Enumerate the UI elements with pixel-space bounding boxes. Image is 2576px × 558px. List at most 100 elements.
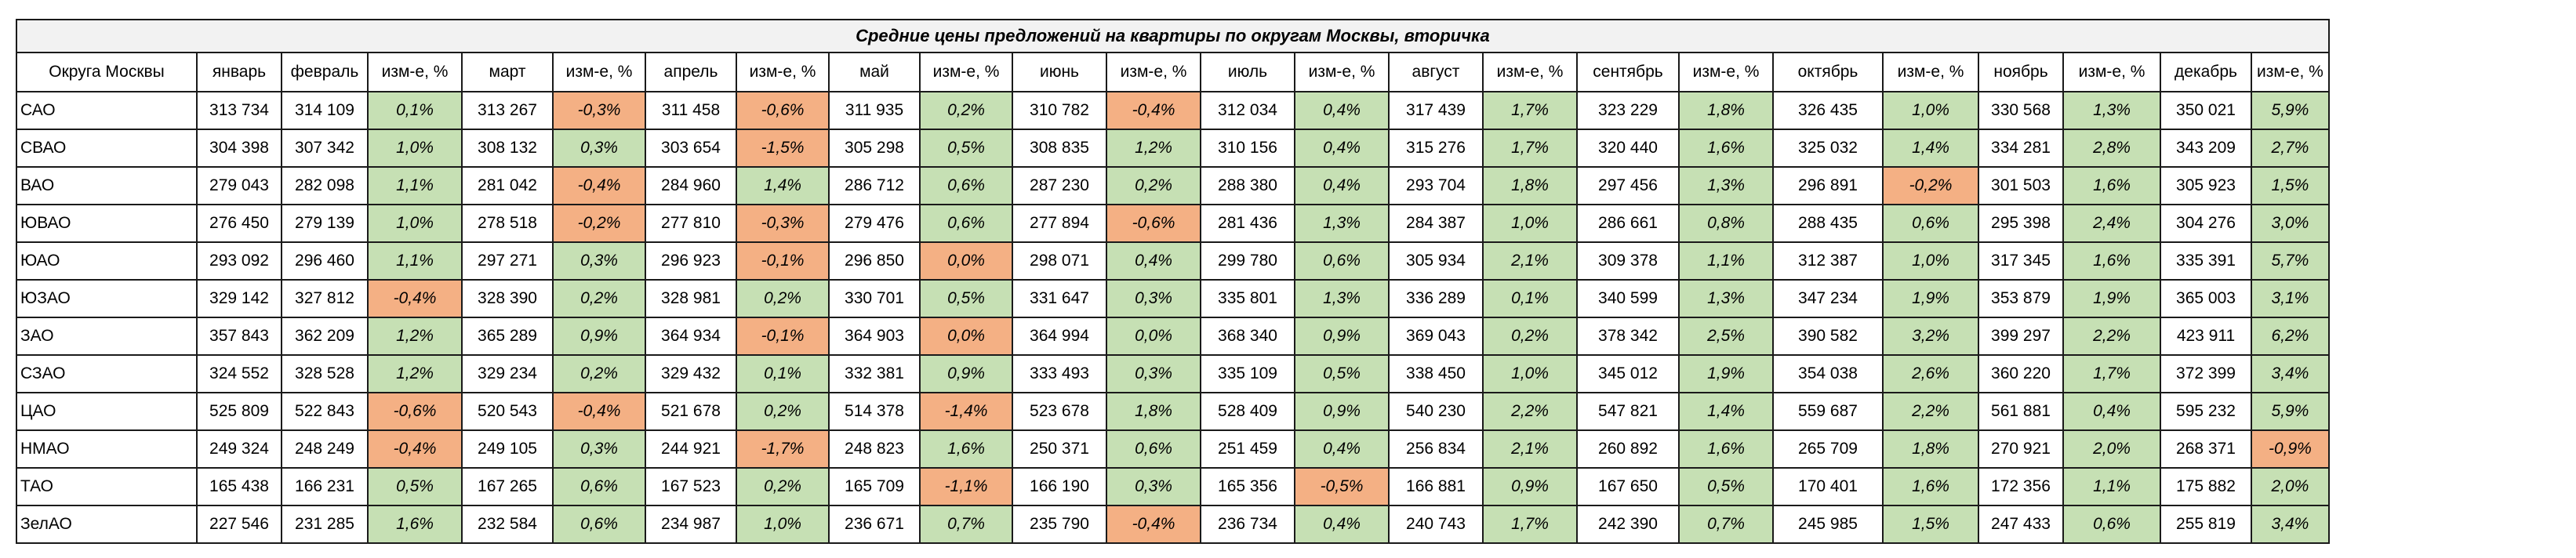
change-cell: 0,4%: [2062, 392, 2161, 431]
price-cell: 175 882: [2160, 467, 2252, 506]
change-cell: 1,8%: [1106, 392, 1201, 431]
price-cell: 165 356: [1200, 467, 1295, 506]
change-cell: 5,9%: [2251, 91, 2330, 130]
price-cell: 332 381: [828, 354, 921, 393]
change-cell: 2,2%: [1482, 392, 1578, 431]
table-row: ТАО 165 438 166 231 0,5% 167 265 0,6% 167 523 0…: [16, 467, 2330, 506]
table-row: ЗелАО 227 546 231 285 1,6% 232 584 0,6% 234 98…: [16, 505, 2330, 544]
change-cell: 0,6%: [1106, 429, 1201, 469]
price-cell: 330 701: [828, 279, 921, 318]
price-cell: 231 285: [281, 505, 369, 544]
price-cell: 325 032: [1772, 129, 1884, 168]
price-cell: 357 843: [196, 317, 282, 356]
price-cell: 369 043: [1388, 317, 1484, 356]
price-cell: 311 935: [828, 91, 921, 130]
change-cell: -0,6%: [1106, 204, 1201, 243]
change-cell: -0,5%: [1294, 467, 1390, 506]
price-cell: 304 398: [196, 129, 282, 168]
change-cell: 1,7%: [1482, 505, 1578, 544]
price-cell: 313 734: [196, 91, 282, 130]
change-header: изм-е, %: [2251, 52, 2330, 92]
change-header: изм-е, %: [367, 52, 463, 92]
price-cell: 365 003: [2160, 279, 2252, 318]
price-cell: 343 209: [2160, 129, 2252, 168]
change-cell: 0,4%: [1106, 241, 1201, 281]
change-cell: 2,7%: [2251, 129, 2330, 168]
price-cell: 310 156: [1200, 129, 1295, 168]
change-cell: 1,7%: [2062, 354, 2161, 393]
price-cell: 329 432: [645, 354, 737, 393]
price-cell: 324 552: [196, 354, 282, 393]
change-cell: -0,1%: [736, 241, 830, 281]
price-cell: 364 903: [828, 317, 921, 356]
table-row: ЮЗАО 329 142 327 812 -0,4% 328 390 0,2% 328 98…: [16, 279, 2330, 318]
change-cell: -1,7%: [736, 429, 830, 469]
price-cell: 287 230: [1012, 166, 1107, 205]
change-cell: 0,3%: [552, 241, 646, 281]
change-header: изм-е, %: [1882, 52, 1979, 92]
price-cell: 378 342: [1576, 317, 1680, 356]
price-cell: 328 528: [281, 354, 369, 393]
price-cell: 236 734: [1200, 505, 1295, 544]
change-cell: 2,4%: [2062, 204, 2161, 243]
price-cell: 311 458: [645, 91, 737, 130]
table-row: СЗАО 324 552 328 528 1,2% 329 234 0,2% 329 432…: [16, 354, 2330, 393]
price-cell: 305 923: [2160, 166, 2252, 205]
price-cell: 166 881: [1388, 467, 1484, 506]
change-cell: -1,5%: [736, 129, 830, 168]
change-cell: 1,8%: [1482, 166, 1578, 205]
month-header: март: [461, 52, 554, 92]
change-cell: 1,3%: [1678, 279, 1774, 318]
price-cell: 244 921: [645, 429, 737, 469]
price-cell: 317 345: [1978, 241, 2064, 281]
price-cell: 304 276: [2160, 204, 2252, 243]
price-cell: 242 390: [1576, 505, 1680, 544]
change-cell: -0,3%: [552, 91, 646, 130]
change-cell: 1,7%: [1482, 91, 1578, 130]
change-cell: -0,9%: [2251, 429, 2330, 469]
change-cell: -0,2%: [1882, 166, 1979, 205]
price-cell: 172 356: [1978, 467, 2064, 506]
change-cell: 0,1%: [367, 91, 463, 130]
price-cell: 232 584: [461, 505, 554, 544]
change-cell: 1,3%: [1294, 279, 1390, 318]
price-cell: 336 289: [1388, 279, 1484, 318]
change-cell: 3,1%: [2251, 279, 2330, 318]
price-cell: 523 678: [1012, 392, 1107, 431]
price-cell: 390 582: [1772, 317, 1884, 356]
price-cell: 296 460: [281, 241, 369, 281]
change-cell: -0,3%: [736, 204, 830, 243]
price-cell: 288 380: [1200, 166, 1295, 205]
change-cell: 1,0%: [367, 129, 463, 168]
change-cell: 2,2%: [2062, 317, 2161, 356]
change-header: изм-е, %: [1294, 52, 1390, 92]
price-cell: 167 650: [1576, 467, 1680, 506]
change-cell: 1,2%: [367, 354, 463, 393]
change-cell: 3,4%: [2251, 354, 2330, 393]
change-cell: -0,4%: [1106, 91, 1201, 130]
price-cell: 250 371: [1012, 429, 1107, 469]
price-cell: 309 378: [1576, 241, 1680, 281]
price-cell: 350 021: [2160, 91, 2252, 130]
change-cell: 0,4%: [1294, 166, 1390, 205]
price-cell: 399 297: [1978, 317, 2064, 356]
price-cell: 338 450: [1388, 354, 1484, 393]
change-cell: 0,9%: [1294, 392, 1390, 431]
change-cell: 2,1%: [1482, 429, 1578, 469]
change-cell: 0,5%: [919, 129, 1013, 168]
month-header: май: [828, 52, 921, 92]
price-cell: 277 810: [645, 204, 737, 243]
change-cell: 1,6%: [1882, 467, 1979, 506]
price-cell: 303 654: [645, 129, 737, 168]
price-cell: 281 436: [1200, 204, 1295, 243]
price-cell: 297 271: [461, 241, 554, 281]
change-cell: 5,9%: [2251, 392, 2330, 431]
price-table: Средние цены предложений на квартиры по …: [16, 19, 2330, 544]
price-cell: 333 493: [1012, 354, 1107, 393]
change-cell: 0,2%: [552, 354, 646, 393]
price-cell: 329 142: [196, 279, 282, 318]
price-cell: 270 921: [1978, 429, 2064, 469]
price-cell: 248 823: [828, 429, 921, 469]
price-cell: 265 709: [1772, 429, 1884, 469]
change-cell: 0,6%: [1882, 204, 1979, 243]
